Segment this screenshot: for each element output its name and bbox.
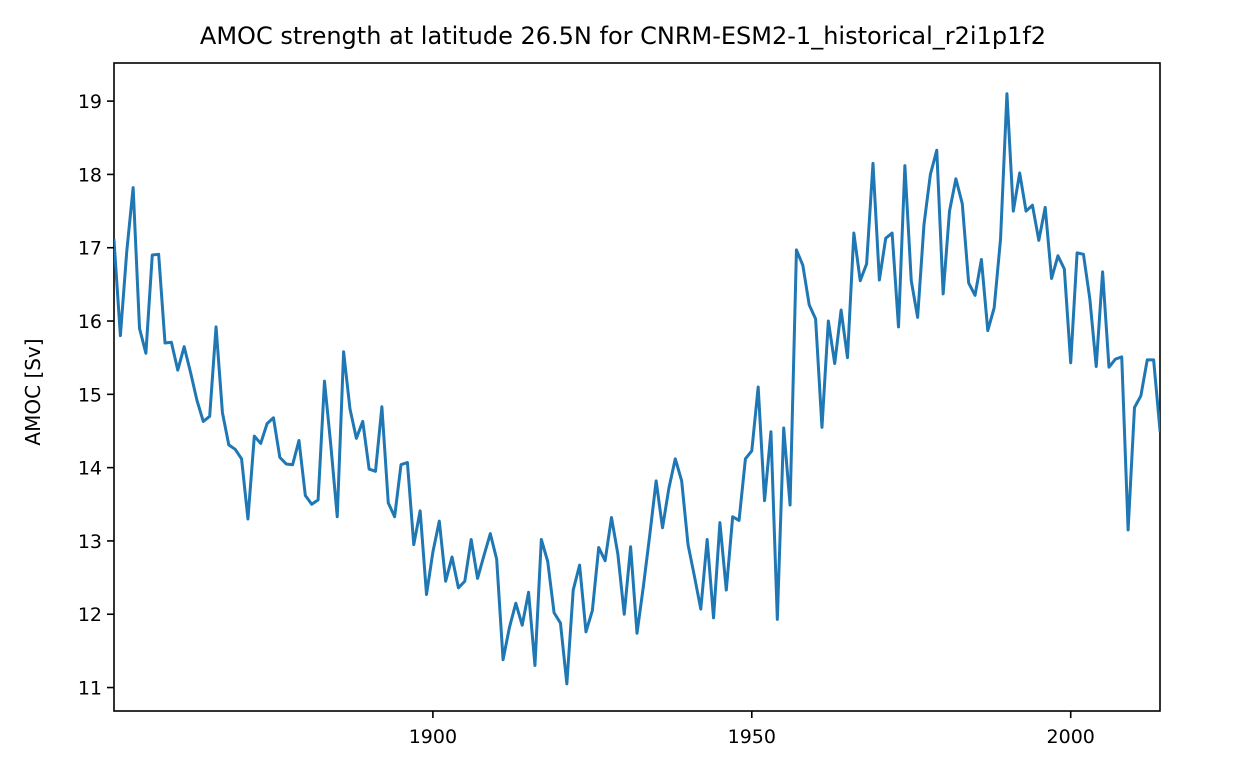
y-tick-label: 17 [78,238,102,260]
x-tick-label: 1900 [409,726,457,748]
y-tick-label: 19 [78,91,102,113]
y-tick-label: 16 [78,311,102,333]
chart-title: AMOC strength at latitude 26.5N for CNRM… [200,22,1046,50]
y-tick-label: 11 [78,678,102,700]
series-layer [114,92,1160,686]
amoc-series-line [114,92,1160,686]
x-tick-label: 1950 [728,726,776,748]
plot-area-frame [113,62,1161,712]
x-axis-ticks: 1900 1950 2000 [409,711,1095,748]
y-tick-label: 13 [78,531,102,553]
y-axis-ticks: 11 12 13 14 15 16 17 18 19 [78,91,114,700]
y-tick-label: 14 [78,458,102,480]
y-axis-label: AMOC [Sv] [21,338,45,445]
y-tick-label: 18 [78,164,102,186]
y-tick-label: 12 [78,604,102,626]
x-tick-label: 2000 [1047,726,1095,748]
y-tick-label: 15 [78,384,102,406]
